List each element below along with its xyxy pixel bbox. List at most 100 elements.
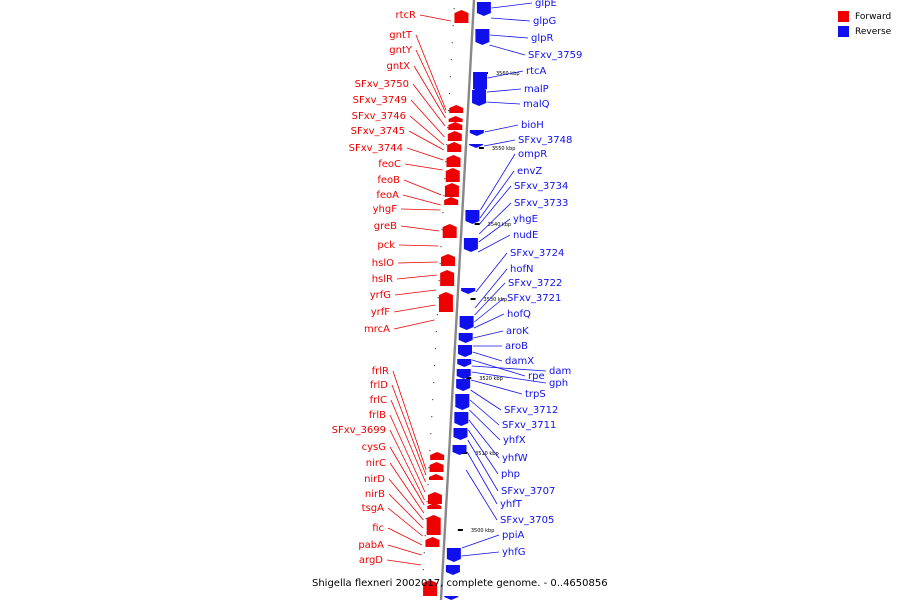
forward-gene-block[interactable] — [438, 292, 453, 312]
reverse-gene-block[interactable] — [455, 394, 470, 410]
forward-gene-label[interactable]: hslR — [372, 274, 393, 285]
forward-gene-label[interactable]: nirD — [364, 474, 385, 485]
reverse-gene-label[interactable]: damX — [505, 356, 534, 367]
forward-gene-label[interactable]: SFxv_3699 — [332, 425, 386, 436]
reverse-gene-label[interactable]: rpe — [528, 371, 545, 382]
reverse-gene-label[interactable]: SFxv_3707 — [501, 486, 555, 497]
reverse-gene-label[interactable]: glpR — [531, 33, 553, 44]
reverse-gene-label[interactable]: dam — [549, 366, 571, 377]
reverse-gene-block[interactable] — [469, 130, 484, 136]
reverse-gene-label[interactable]: SFxv_3712 — [504, 405, 558, 416]
forward-gene-label[interactable]: rtcR — [396, 10, 417, 21]
reverse-gene-label[interactable]: rtcA — [526, 66, 547, 77]
reverse-gene-block[interactable] — [454, 412, 469, 426]
reverse-gene-label[interactable]: malP — [524, 84, 549, 95]
forward-gene-block[interactable] — [444, 197, 459, 205]
forward-gene-label[interactable]: SFxv_3745 — [351, 126, 405, 137]
forward-gene-block[interactable] — [423, 580, 438, 596]
forward-gene-block[interactable] — [454, 10, 469, 23]
forward-gene-label[interactable]: pabA — [358, 540, 384, 551]
forward-gene-block[interactable] — [447, 131, 462, 141]
reverse-gene-label[interactable]: ompR — [518, 149, 547, 160]
forward-gene-label[interactable]: nirB — [365, 489, 385, 500]
reverse-gene-label[interactable]: SFxv_3734 — [514, 181, 568, 192]
reverse-gene-block[interactable] — [475, 29, 490, 45]
forward-gene-block[interactable] — [440, 270, 455, 286]
reverse-gene-block[interactable] — [457, 359, 472, 367]
reverse-gene-label[interactable]: nudE — [513, 230, 538, 241]
reverse-gene-block[interactable] — [472, 90, 487, 106]
reverse-gene-label[interactable]: SFxv_3748 — [518, 135, 572, 146]
forward-gene-block[interactable] — [427, 503, 442, 509]
reverse-gene-label[interactable]: SFxv_3724 — [510, 248, 564, 259]
forward-gene-label[interactable]: frlR — [372, 366, 389, 377]
forward-gene-label[interactable]: SFxv_3750 — [355, 79, 409, 90]
reverse-gene-block[interactable] — [458, 345, 473, 357]
forward-gene-label[interactable]: feoB — [377, 175, 400, 186]
forward-gene-label[interactable]: yrfF — [371, 307, 391, 318]
forward-gene-label[interactable]: mrcA — [364, 324, 390, 335]
forward-gene-label[interactable]: frlB — [369, 410, 386, 421]
reverse-gene-block[interactable] — [452, 445, 467, 455]
reverse-gene-block[interactable] — [459, 316, 474, 330]
reverse-gene-label[interactable]: glpG — [533, 16, 556, 27]
reverse-gene-block[interactable] — [445, 565, 460, 575]
reverse-gene-label[interactable]: yhfW — [502, 453, 528, 464]
reverse-gene-label[interactable]: yhfG — [502, 547, 526, 558]
reverse-gene-block[interactable] — [476, 2, 491, 16]
reverse-gene-label[interactable]: envZ — [517, 166, 542, 177]
forward-gene-label[interactable]: fic — [372, 523, 384, 534]
forward-gene-label[interactable]: pck — [377, 240, 395, 251]
forward-gene-block[interactable] — [429, 462, 444, 472]
reverse-gene-label[interactable]: glpE — [535, 0, 557, 9]
reverse-gene-label[interactable]: yhfT — [500, 499, 523, 510]
forward-gene-block[interactable] — [448, 122, 463, 130]
reverse-gene-block[interactable] — [463, 238, 478, 252]
reverse-gene-block[interactable] — [473, 72, 488, 92]
forward-gene-label[interactable]: gntT — [389, 30, 413, 41]
forward-gene-label[interactable]: tsgA — [362, 503, 384, 514]
forward-gene-label[interactable]: nirC — [366, 458, 386, 469]
reverse-gene-label[interactable]: trpS — [525, 389, 546, 400]
reverse-gene-block[interactable] — [446, 548, 461, 562]
forward-gene-label[interactable]: frlD — [370, 380, 388, 391]
forward-gene-label[interactable]: frlC — [370, 395, 387, 406]
reverse-gene-label[interactable]: SFxv_3759 — [528, 50, 582, 61]
reverse-gene-label[interactable]: aroK — [506, 326, 529, 337]
reverse-gene-label[interactable]: yhgE — [513, 214, 538, 225]
forward-gene-block[interactable] — [425, 537, 440, 547]
forward-gene-block[interactable] — [442, 224, 457, 238]
reverse-gene-label[interactable]: php — [501, 469, 520, 480]
forward-gene-block[interactable] — [430, 452, 445, 460]
forward-gene-label[interactable]: SFxv_3746 — [352, 111, 406, 122]
forward-gene-label[interactable]: argD — [359, 555, 383, 566]
reverse-gene-block[interactable] — [465, 210, 480, 224]
forward-gene-block[interactable] — [445, 168, 460, 182]
forward-gene-label[interactable]: SFxv_3744 — [349, 143, 403, 154]
reverse-gene-label[interactable]: ppiA — [502, 530, 524, 541]
reverse-gene-label[interactable]: SFxv_3722 — [508, 278, 562, 289]
forward-gene-block[interactable] — [447, 142, 462, 152]
reverse-gene-block[interactable] — [469, 144, 484, 148]
forward-gene-block[interactable] — [428, 474, 443, 480]
forward-gene-label[interactable]: feoA — [376, 190, 399, 201]
forward-gene-block[interactable] — [427, 492, 442, 504]
reverse-gene-label[interactable]: SFxv_3733 — [514, 198, 568, 209]
forward-gene-block[interactable] — [426, 515, 441, 535]
reverse-gene-label[interactable]: gph — [549, 378, 568, 389]
forward-gene-label[interactable]: yrfG — [370, 290, 391, 301]
reverse-gene-block[interactable] — [456, 369, 471, 379]
forward-gene-label[interactable]: SFxv_3749 — [353, 95, 407, 106]
forward-gene-label[interactable]: hslO — [372, 258, 394, 269]
reverse-gene-label[interactable]: SFxv_3711 — [502, 420, 556, 431]
forward-gene-label[interactable]: gntY — [389, 45, 413, 56]
reverse-gene-label[interactable]: hofN — [510, 264, 533, 275]
forward-gene-block[interactable] — [446, 155, 461, 167]
forward-gene-label[interactable]: feoC — [378, 159, 401, 170]
reverse-gene-label[interactable]: SFxv_3705 — [500, 515, 554, 526]
reverse-gene-block[interactable] — [453, 428, 468, 440]
reverse-gene-block[interactable] — [458, 333, 473, 343]
forward-gene-block[interactable] — [448, 116, 463, 122]
forward-gene-block[interactable] — [449, 105, 464, 113]
forward-gene-block[interactable] — [444, 183, 459, 197]
